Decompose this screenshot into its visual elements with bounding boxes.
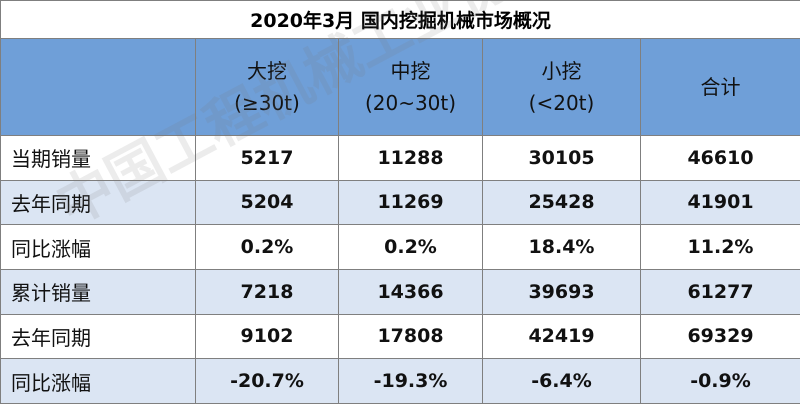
data-cell: 41901 xyxy=(640,179,800,226)
header-row: 大挖 (≥30t) 中挖 (20~30t) 小挖 (<20t) 合计 xyxy=(0,38,800,136)
data-row: 去年同期 9102 17808 42419 69329 xyxy=(0,313,800,360)
row-label: 去年同期 xyxy=(0,313,196,360)
data-cell: 11269 xyxy=(338,179,483,226)
title-row: 2020年3月 国内挖掘机械市场概况 xyxy=(0,0,800,39)
data-cell: 30105 xyxy=(482,135,641,181)
header-line: 合计 xyxy=(700,75,741,99)
data-cell: 39693 xyxy=(482,268,641,315)
data-cell: 69329 xyxy=(640,313,800,360)
data-cell: 14366 xyxy=(338,268,483,315)
header-cell: 合计 xyxy=(640,38,800,136)
data-row: 同比涨幅 -20.7% -19.3% -6.4% -0.9% xyxy=(0,358,800,404)
header-cell: 小挖 (<20t) xyxy=(482,38,641,136)
data-cell: 9102 xyxy=(195,313,339,360)
data-cell: -6.4% xyxy=(482,358,641,404)
data-cell: 42419 xyxy=(482,313,641,360)
data-cell: 18.4% xyxy=(482,224,641,270)
row-label: 当期销量 xyxy=(0,135,196,181)
header-cell: 中挖 (20~30t) xyxy=(338,38,483,136)
data-cell: 46610 xyxy=(640,135,800,181)
header-line: (≥30t) xyxy=(234,91,300,115)
row-label: 累计销量 xyxy=(0,268,196,315)
header-line: (<20t) xyxy=(528,91,595,115)
data-row: 去年同期 5204 11269 25428 41901 xyxy=(0,179,800,226)
data-cell: 0.2% xyxy=(338,224,483,270)
header-line: (20~30t) xyxy=(364,91,457,115)
data-cell: 5217 xyxy=(195,135,339,181)
row-label: 去年同期 xyxy=(0,179,196,226)
header-line: 中挖 xyxy=(390,59,431,83)
data-cell: 11.2% xyxy=(640,224,800,270)
data-cell: 7218 xyxy=(195,268,339,315)
header-line: 小挖 xyxy=(541,59,582,83)
data-cell: 61277 xyxy=(640,268,800,315)
header-cell: 大挖 (≥30t) xyxy=(195,38,339,136)
data-cell: -20.7% xyxy=(195,358,339,404)
data-cell: -19.3% xyxy=(338,358,483,404)
header-line: 大挖 xyxy=(247,59,287,83)
data-row: 累计销量 7218 14366 39693 61277 xyxy=(0,268,800,315)
data-cell: 17808 xyxy=(338,313,483,360)
data-cell: -0.9% xyxy=(640,358,800,404)
data-cell: 5204 xyxy=(195,179,339,226)
row-label: 同比涨幅 xyxy=(0,224,196,270)
data-cell: 25428 xyxy=(482,179,641,226)
data-row: 同比涨幅 0.2% 0.2% 18.4% 11.2% xyxy=(0,224,800,270)
data-cell: 11288 xyxy=(338,135,483,181)
data-cell: 0.2% xyxy=(195,224,339,270)
table-title: 2020年3月 国内挖掘机械市场概况 xyxy=(0,0,800,39)
header-cell xyxy=(0,38,196,136)
data-row: 当期销量 5217 11288 30105 46610 xyxy=(0,135,800,181)
row-label: 同比涨幅 xyxy=(0,358,196,404)
